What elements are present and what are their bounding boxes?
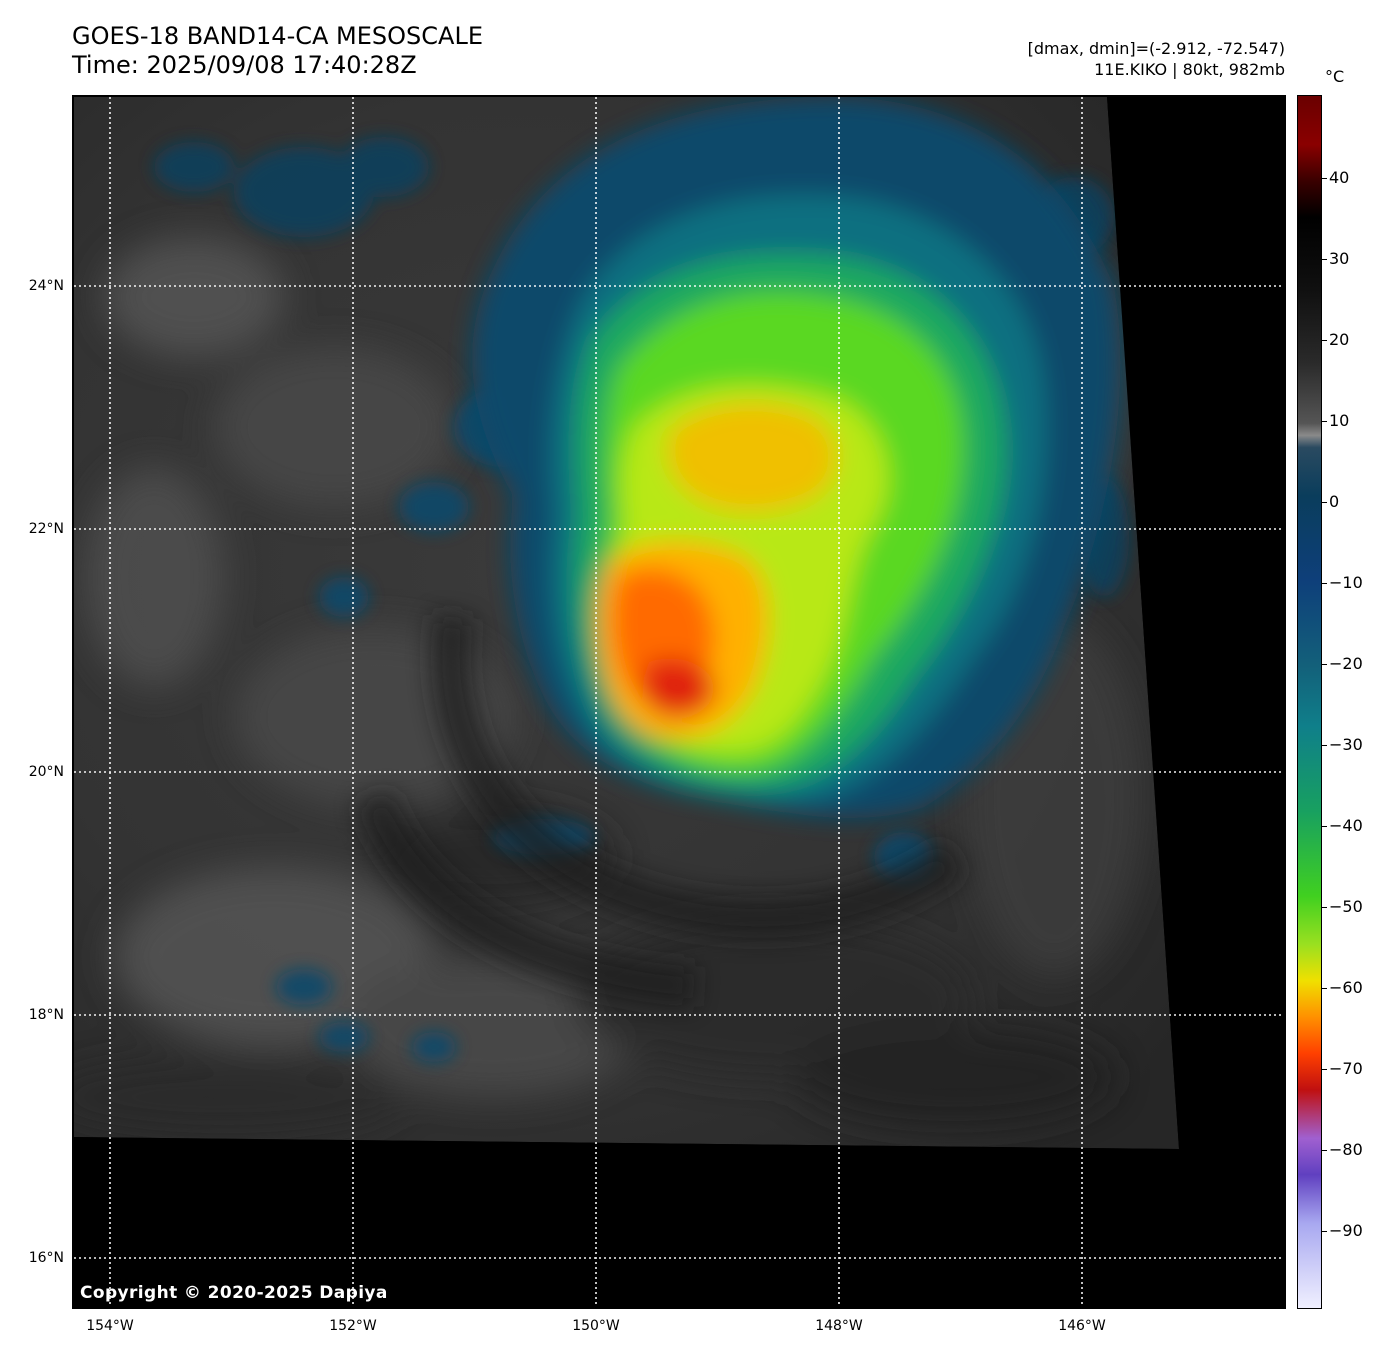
colorbar-tick-mark <box>1322 421 1327 422</box>
colorbar-tick-mark <box>1322 907 1327 908</box>
colorbar-tick-label: −20 <box>1329 654 1363 673</box>
colorbar-tick-label: 40 <box>1329 168 1350 187</box>
map-title: GOES-18 BAND14-CA MESOSCALE Time: 2025/0… <box>72 22 483 80</box>
no-data-area <box>74 97 1284 1307</box>
colorbar-tick-label: −50 <box>1329 897 1363 916</box>
lon-label-148w: 148°W <box>815 1318 863 1334</box>
colorbar-tick-mark <box>1322 664 1327 665</box>
title-time: Time: 2025/09/08 17:40:28Z <box>72 51 417 79</box>
colorbar-tick-mark <box>1322 988 1327 989</box>
lat-label-20n: 20°N <box>28 764 64 780</box>
colorbar-tick-mark <box>1322 502 1327 503</box>
colorbar-tick-label: 30 <box>1329 249 1350 268</box>
temperature-range-text: [dmax, dmin]=(-2.912, -72.547) <box>1027 39 1285 58</box>
colorbar-tick-label: 20 <box>1329 330 1350 349</box>
colorbar-tick-mark <box>1322 1150 1327 1151</box>
lat-label-22n: 22°N <box>28 521 64 537</box>
lat-label-16n: 16°N <box>28 1250 64 1266</box>
colorbar <box>1297 95 1322 1309</box>
colorbar-tick-label: −70 <box>1329 1059 1363 1078</box>
colorbar-tick-label: −60 <box>1329 978 1363 997</box>
lat-label-24n: 24°N <box>28 278 64 294</box>
colorbar-tick-mark <box>1322 826 1327 827</box>
colorbar-unit: °C <box>1325 67 1345 86</box>
colorbar-tick-mark <box>1322 340 1327 341</box>
copyright-text: Copyright © 2020-2025 Dapiya <box>80 1283 388 1303</box>
colorbar-tick-label: −90 <box>1329 1221 1363 1240</box>
gridlines <box>74 97 1284 1307</box>
colorbar-tick-label: 0 <box>1329 492 1340 511</box>
colorbar-tick-mark <box>1322 1231 1327 1232</box>
colorbar-tick-mark <box>1322 259 1327 260</box>
storm-info: [dmax, dmin]=(-2.912, -72.547) 11E.KIKO … <box>1028 38 1285 80</box>
colorbar-tick-label: 10 <box>1329 411 1350 430</box>
title-product: GOES-18 BAND14-CA MESOSCALE <box>72 22 483 50</box>
colorbar-tick-label: −80 <box>1329 1140 1363 1159</box>
colorbar-tick-mark <box>1322 1069 1327 1070</box>
colorbar-tick-mark <box>1322 178 1327 179</box>
lon-label-152w: 152°W <box>329 1318 377 1334</box>
storm-summary-text: 11E.KIKO | 80kt, 982mb <box>1094 60 1285 79</box>
lon-label-150w: 150°W <box>572 1318 620 1334</box>
colorbar-tick-label: −30 <box>1329 735 1363 754</box>
colorbar-tick-mark <box>1322 745 1327 746</box>
lat-label-18n: 18°N <box>28 1007 64 1023</box>
lon-label-154w: 154°W <box>86 1318 134 1334</box>
satellite-map: Copyright © 2020-2025 Dapiya <box>72 95 1286 1309</box>
lon-label-146w: 146°W <box>1058 1318 1106 1334</box>
colorbar-tick-label: −10 <box>1329 573 1363 592</box>
satellite-imagery <box>74 97 1284 1307</box>
colorbar-tick-label: −40 <box>1329 816 1363 835</box>
colorbar-tick-mark <box>1322 583 1327 584</box>
